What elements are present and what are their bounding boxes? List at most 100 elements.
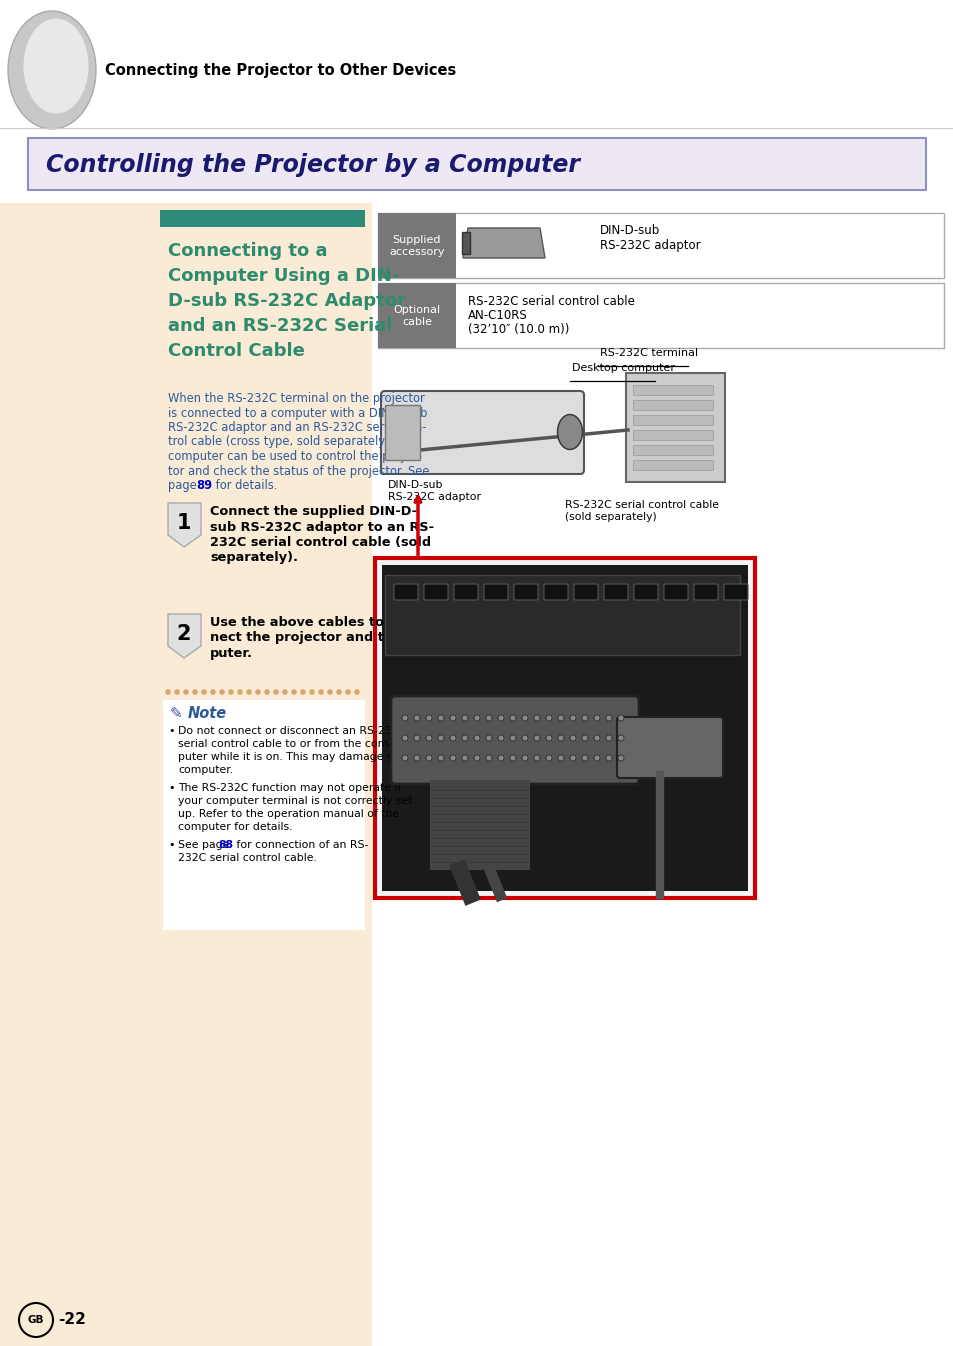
Circle shape xyxy=(569,735,576,742)
Circle shape xyxy=(414,735,419,742)
Circle shape xyxy=(192,689,197,695)
Text: 232C serial control cable (sold: 232C serial control cable (sold xyxy=(210,536,431,549)
Text: computer can be used to control the projec-: computer can be used to control the proj… xyxy=(168,450,421,463)
Text: GB: GB xyxy=(28,1315,44,1324)
Circle shape xyxy=(485,755,492,760)
Text: The RS-232C function may not operate if: The RS-232C function may not operate if xyxy=(178,783,401,793)
Circle shape xyxy=(165,689,171,695)
Circle shape xyxy=(558,755,563,760)
Text: Controlling the Projector by a Computer: Controlling the Projector by a Computer xyxy=(46,153,579,178)
FancyBboxPatch shape xyxy=(377,283,456,349)
Circle shape xyxy=(618,755,623,760)
FancyBboxPatch shape xyxy=(372,203,953,1346)
Circle shape xyxy=(414,715,419,721)
Circle shape xyxy=(426,755,432,760)
FancyBboxPatch shape xyxy=(625,373,724,482)
FancyBboxPatch shape xyxy=(423,584,448,600)
Circle shape xyxy=(581,715,587,721)
FancyBboxPatch shape xyxy=(394,584,417,600)
Text: Supplied
accessory: Supplied accessory xyxy=(389,236,444,257)
Text: -22: -22 xyxy=(58,1312,86,1327)
Text: 232C serial control cable.: 232C serial control cable. xyxy=(178,853,316,863)
Circle shape xyxy=(437,735,443,742)
Circle shape xyxy=(474,735,479,742)
Circle shape xyxy=(401,755,408,760)
Text: for details.: for details. xyxy=(212,479,277,493)
Text: •: • xyxy=(168,725,174,736)
Circle shape xyxy=(437,715,443,721)
Text: Desktop computer: Desktop computer xyxy=(572,363,675,373)
FancyBboxPatch shape xyxy=(377,283,943,349)
Circle shape xyxy=(510,755,516,760)
Circle shape xyxy=(461,715,468,721)
FancyBboxPatch shape xyxy=(574,584,598,600)
Text: Control Cable: Control Cable xyxy=(168,342,305,359)
Circle shape xyxy=(228,689,233,695)
Text: DIN-D-sub
RS-232C adaptor: DIN-D-sub RS-232C adaptor xyxy=(388,481,480,502)
Text: for connection of an RS-: for connection of an RS- xyxy=(233,840,368,851)
Text: When the RS-232C terminal on the projector: When the RS-232C terminal on the project… xyxy=(168,392,424,405)
Circle shape xyxy=(545,755,552,760)
Text: 89: 89 xyxy=(195,479,212,493)
Text: RS-232C serial control cable
(sold separately): RS-232C serial control cable (sold separ… xyxy=(564,499,719,522)
Circle shape xyxy=(335,689,341,695)
Text: puter.: puter. xyxy=(210,647,253,660)
Text: Optional
cable: Optional cable xyxy=(393,306,440,327)
FancyBboxPatch shape xyxy=(633,429,712,440)
Circle shape xyxy=(264,689,270,695)
Text: computer.: computer. xyxy=(178,765,233,775)
Circle shape xyxy=(426,735,432,742)
Text: D-sub RS-232C Adaptor: D-sub RS-232C Adaptor xyxy=(168,292,405,310)
Circle shape xyxy=(521,735,527,742)
Text: •: • xyxy=(168,840,174,851)
Circle shape xyxy=(558,715,563,721)
Circle shape xyxy=(545,735,552,742)
Circle shape xyxy=(414,755,419,760)
Ellipse shape xyxy=(24,19,89,113)
FancyBboxPatch shape xyxy=(0,203,372,1346)
Circle shape xyxy=(401,715,408,721)
Circle shape xyxy=(485,715,492,721)
Circle shape xyxy=(246,689,252,695)
FancyBboxPatch shape xyxy=(430,779,530,870)
FancyBboxPatch shape xyxy=(385,575,740,656)
FancyBboxPatch shape xyxy=(385,405,419,460)
Text: RS-232C adaptor and an RS-232C serial con-: RS-232C adaptor and an RS-232C serial co… xyxy=(168,421,426,433)
Circle shape xyxy=(450,715,456,721)
FancyBboxPatch shape xyxy=(454,584,477,600)
Circle shape xyxy=(474,755,479,760)
Polygon shape xyxy=(168,503,201,546)
Text: RS-232C serial control cable: RS-232C serial control cable xyxy=(468,295,634,308)
Circle shape xyxy=(309,689,314,695)
Text: serial control cable to or from the com-: serial control cable to or from the com- xyxy=(178,739,392,748)
Polygon shape xyxy=(461,232,470,254)
Text: •: • xyxy=(168,783,174,793)
Circle shape xyxy=(605,715,612,721)
Circle shape xyxy=(437,755,443,760)
Text: (32’10″ (10.0 m)): (32’10″ (10.0 m)) xyxy=(468,323,569,336)
Circle shape xyxy=(521,755,527,760)
Circle shape xyxy=(474,715,479,721)
FancyBboxPatch shape xyxy=(28,139,925,190)
Text: sub RS-232C adaptor to an RS-: sub RS-232C adaptor to an RS- xyxy=(210,521,434,533)
Circle shape xyxy=(273,689,278,695)
Text: ✎: ✎ xyxy=(170,707,183,721)
Circle shape xyxy=(345,689,351,695)
Text: puter while it is on. This may damage your: puter while it is on. This may damage yo… xyxy=(178,752,411,762)
Text: is connected to a computer with a DIN-D-sub: is connected to a computer with a DIN-D-… xyxy=(168,406,427,420)
Text: page: page xyxy=(168,479,200,493)
Circle shape xyxy=(510,735,516,742)
Circle shape xyxy=(521,715,527,721)
Polygon shape xyxy=(168,614,201,658)
Text: tor and check the status of the projector. See: tor and check the status of the projecto… xyxy=(168,464,429,478)
Ellipse shape xyxy=(557,415,582,450)
Text: RS-232C terminal: RS-232C terminal xyxy=(599,349,698,358)
Circle shape xyxy=(594,715,599,721)
Circle shape xyxy=(291,689,296,695)
Text: DIN-D-sub
RS-232C adaptor: DIN-D-sub RS-232C adaptor xyxy=(599,223,700,252)
Circle shape xyxy=(426,715,432,721)
Text: 1: 1 xyxy=(176,513,191,533)
FancyBboxPatch shape xyxy=(633,460,712,470)
FancyBboxPatch shape xyxy=(381,565,747,891)
FancyBboxPatch shape xyxy=(663,584,687,600)
